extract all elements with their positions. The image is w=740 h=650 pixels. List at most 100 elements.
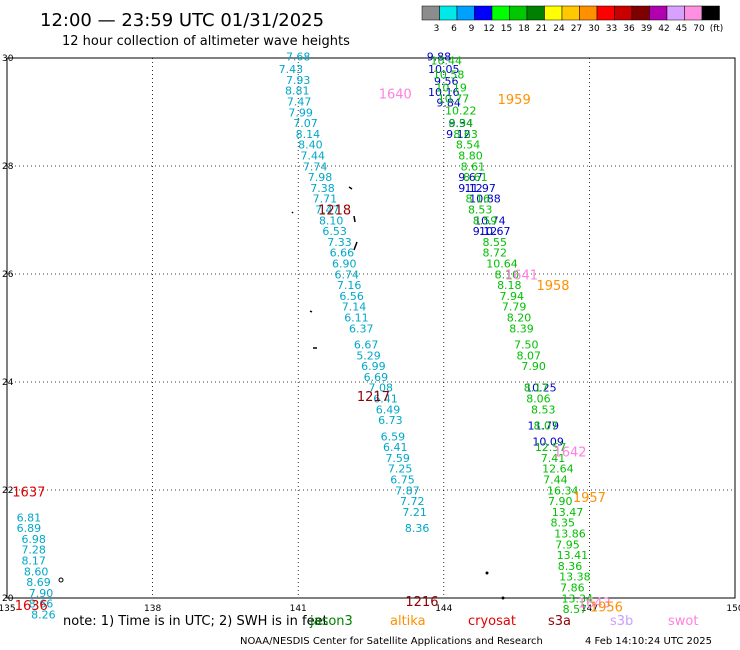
swh-point-label: 7.47 (315, 204, 340, 217)
swh-point-label: 9.34 (449, 117, 474, 130)
swh-point-label: 6.99 (361, 360, 386, 373)
colorbar-swatch (614, 5, 633, 21)
swh-point-label: 8.53 (531, 403, 556, 416)
swh-point-label: 6.98 (21, 533, 46, 546)
swh-point-label: 8.17 (524, 382, 549, 395)
swh-point-label: 10.25 (525, 382, 557, 395)
pass-time-label: 1956 (590, 601, 623, 616)
swh-point-label: 10.19 (435, 81, 467, 94)
colorbar-swatch (631, 5, 650, 21)
swh-point-label: 8.07 (516, 349, 541, 362)
satellite-name: jason3 (309, 614, 353, 629)
swh-point-label: 7.86 (560, 582, 585, 595)
swh-point-label: 9.12 (458, 182, 483, 195)
colorbar-swatch (579, 5, 598, 21)
pass-time-label: 1959 (498, 93, 531, 108)
swh-point-label: 7.50 (514, 339, 539, 352)
swh-point-label: 7.44 (301, 150, 326, 163)
wave-height-points: 7.687.437.938.817.477.997.078.148.407.44… (17, 51, 593, 622)
colorbar-swatch (491, 5, 510, 21)
swh-point-label: 8.10 (319, 214, 344, 227)
chart-subtitle: 12 hour collection of altimeter wave hei… (62, 34, 350, 49)
swh-point-label: 7.21 (402, 506, 427, 519)
pass-time-label: 1217 (357, 390, 390, 405)
y-tick-label: 24 (2, 378, 14, 388)
colorbar-label: 42 (658, 24, 669, 34)
colorbar-legend: 3 6 9 12 15 18 21 24 27 30 33 36 39 42 45 70 (ft) (421, 5, 723, 34)
footer-org: NOAA/NESDIS Center for Satellite Applica… (240, 636, 543, 647)
swh-point-label: 9.12 (446, 128, 471, 141)
island-mark (485, 571, 489, 575)
swh-point-label: 8.16 (466, 193, 491, 206)
colorbar-swatch (666, 5, 685, 21)
colorbar-label: 12 (483, 24, 494, 34)
swh-point-label: 6.53 (322, 225, 347, 238)
swh-point-label: 6.56 (339, 290, 364, 303)
pass-time-label: 1641 (505, 268, 538, 283)
swh-point-label: 7.14 (342, 301, 367, 314)
colorbar-label: 18 (518, 24, 530, 34)
pass-time-label: 1958 (536, 279, 569, 294)
swh-point-label: 6.89 (17, 522, 42, 535)
swh-point-label: 8.18 (497, 279, 522, 292)
x-tick-label: 138 (144, 604, 161, 614)
swh-point-label: 10.74 (474, 214, 506, 227)
swh-point-label: 8.07 (533, 420, 558, 433)
colorbar-label: 27 (571, 24, 582, 34)
swh-point-label: 8.60 (24, 565, 49, 578)
x-tick-label: 135 (0, 604, 16, 614)
pass-time-label: 1643 (578, 597, 611, 612)
x-tick-label: 147 (581, 604, 598, 614)
swh-point-label: 6.59 (381, 430, 406, 443)
swh-point-label: 7.68 (286, 51, 311, 64)
swh-point-label: 7.93 (286, 74, 311, 87)
y-tick-label: 20 (2, 594, 14, 604)
pass-time-label: 1640 (379, 88, 412, 103)
satellite-name: s3b (610, 614, 633, 629)
island-mark (58, 577, 64, 583)
swh-point-label: 8.17 (21, 555, 46, 568)
island-mark (501, 596, 505, 600)
y-tick-label: 28 (2, 162, 14, 172)
swh-point-label: 6.49 (376, 403, 401, 416)
swh-point-label: 8.20 (507, 312, 532, 325)
satellite-name: swot (668, 614, 698, 629)
swh-point-label: 7.98 (308, 171, 333, 184)
colorbar-swatch (456, 5, 475, 21)
swh-point-label: 9.84 (436, 97, 461, 110)
satellite-legend: jason3 altika cryosat s3a s3b swot (309, 614, 698, 629)
colorbar-label: 36 (623, 24, 635, 34)
x-tick-label: 141 (290, 604, 307, 614)
swh-point-label: 8.81 (285, 85, 310, 98)
pass-time-label: 1216 (405, 595, 438, 610)
swh-point-label: 10.88 (469, 193, 501, 206)
swh-point-label: 13.38 (559, 571, 591, 584)
swh-point-label: 8.36 (558, 560, 583, 573)
swh-point-label: 7.90 (548, 495, 573, 508)
colorbar-swatch (544, 5, 563, 21)
swh-point-label: 8.10 (495, 268, 520, 281)
swh-point-label: 10.67 (479, 225, 511, 238)
swh-point-label: 7.07 (293, 117, 318, 130)
swh-point-label: 7.79 (502, 301, 527, 314)
swh-point-label: 9.67 (458, 171, 483, 184)
colorbar-label: 24 (553, 24, 565, 34)
colorbar-label: 70 (693, 24, 705, 34)
swh-point-label: 13.86 (554, 528, 586, 541)
swh-point-label: 8.26 (31, 609, 56, 622)
swh-point-label: 10.22 (445, 105, 477, 118)
satellite-name: altika (390, 614, 426, 629)
swh-point-label: 7.08 (368, 382, 393, 395)
colorbar-label: 39 (641, 24, 653, 34)
swh-point-label: 16.34 (547, 484, 579, 497)
swh-point-label: 6.81 (17, 511, 42, 524)
swh-point-label: 7.38 (310, 182, 335, 195)
swh-point-label: 7.90 (521, 360, 546, 373)
swh-point-label: 8.53 (468, 204, 493, 217)
colorbar-label: 6 (451, 24, 457, 34)
swh-point-label: 9.12 (473, 225, 498, 238)
swh-point-label: 8.36 (405, 522, 430, 535)
swh-point-label: 10.58 (433, 69, 465, 82)
swh-point-label: 7.33 (327, 236, 352, 249)
